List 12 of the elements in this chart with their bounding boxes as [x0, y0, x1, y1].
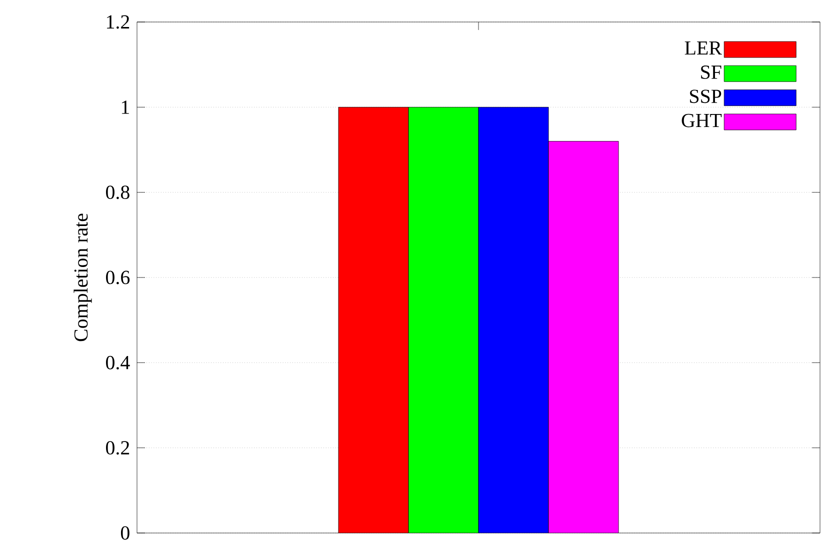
y-tick-label: 0.2: [106, 441, 130, 455]
y-axis-title: Completion rate: [74, 214, 92, 342]
legend-label: GHT: [682, 114, 722, 128]
y-tick-label: 0: [120, 526, 130, 540]
legend-label: SSP: [690, 90, 722, 104]
y-tick-label: 0.6: [106, 270, 130, 284]
y-tick-label: 1.2: [107, 15, 130, 29]
y-tick-label: 0.8: [106, 186, 130, 200]
y-tick-label: 0.4: [106, 356, 130, 370]
legend-label: LER: [684, 42, 722, 55]
legend-label: SF: [701, 66, 722, 79]
y-tick-label: 1: [122, 100, 129, 114]
